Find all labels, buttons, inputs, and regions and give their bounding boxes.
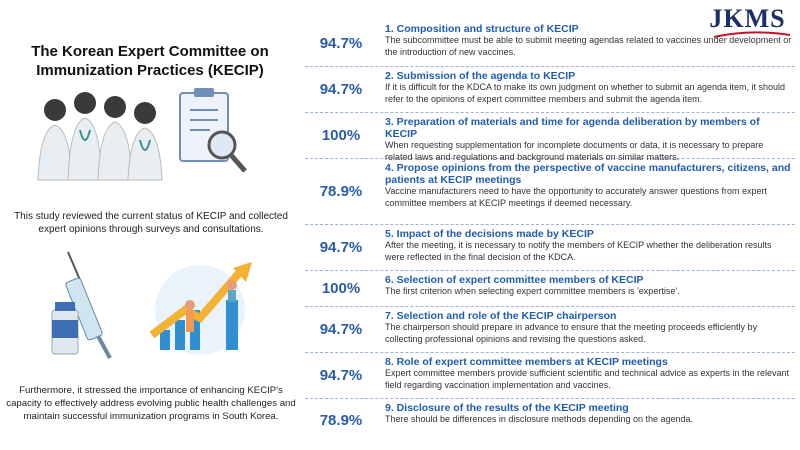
doctors-illustration <box>37 88 247 181</box>
agreement-percent: 94.7% <box>319 367 363 384</box>
finding-row: 100% 6. Selection of expert committee mem… <box>305 271 795 307</box>
finding-text: Expert committee members provide suffici… <box>385 368 790 390</box>
agreement-percent: 100% <box>321 280 361 297</box>
finding-text: After the meeting, it is necessary to no… <box>385 240 772 262</box>
finding-body: 6. Selection of expert committee members… <box>385 274 793 298</box>
finding-row: 94.7% 1. Composition and structure of KEC… <box>305 20 795 67</box>
agreement-percent: 94.7% <box>319 239 363 256</box>
finding-text: The subcommittee must be able to submit … <box>385 35 792 57</box>
finding-text: When requesting supplementation for inco… <box>385 140 764 162</box>
finding-row: 78.9% 4. Propose opinions from the perspe… <box>305 159 795 225</box>
finding-title: 7. Selection and role of the KECIP chair… <box>385 310 617 322</box>
finding-text: The first criterion when selecting exper… <box>385 286 680 296</box>
finding-row: 94.7% 2. Submission of the agenda to KECI… <box>305 67 795 113</box>
finding-body: 2. Submission of the agenda to KECIP If i… <box>385 70 793 105</box>
left-paragraph: This study reviewed the current status o… <box>14 211 288 235</box>
finding-row: 94.7% 7. Selection and role of the KECIP … <box>305 307 795 353</box>
finding-row: 94.7% 8. Role of expert committee members… <box>305 353 795 399</box>
left-paragraph: Furthermore, it stressed the importance … <box>6 385 296 422</box>
finding-row: 100% 3. Preparation of materials and time… <box>305 113 795 162</box>
finding-text: Vaccine manufacturers need to have the o… <box>385 186 768 208</box>
agreement-percent: 78.9% <box>319 183 363 200</box>
finding-row: 94.7% 5. Impact of the decisions made by … <box>305 225 795 271</box>
finding-body: 7. Selection and role of the KECIP chair… <box>385 310 793 345</box>
finding-body: 9. Disclosure of the results of the KECI… <box>385 402 793 426</box>
agreement-percent: 100% <box>321 127 361 144</box>
vaccine-illustration <box>51 251 252 359</box>
agreement-percent: 94.7% <box>319 321 363 338</box>
finding-text: If it is difficult for the KDCA to make … <box>385 82 786 104</box>
finding-title: 1. Composition and structure of KECIP <box>385 23 579 35</box>
finding-title: 2. Submission of the agenda to KECIP <box>385 70 576 82</box>
finding-title: 4. Propose opinions from the perspective… <box>385 162 791 186</box>
finding-body: 3. Preparation of materials and time for… <box>385 116 793 163</box>
finding-title: 9. Disclosure of the results of the KECI… <box>385 402 629 414</box>
finding-title: 8. Role of expert committee members at K… <box>385 356 668 368</box>
logo: JKMS <box>709 4 786 33</box>
agreement-percent: 94.7% <box>319 81 363 98</box>
finding-body: 1. Composition and structure of KECIP The… <box>385 23 793 58</box>
finding-body: 4. Propose opinions from the perspective… <box>385 162 793 209</box>
finding-text: There should be differences in disclosur… <box>385 414 694 424</box>
finding-body: 8. Role of expert committee members at K… <box>385 356 793 391</box>
finding-title: 5. Impact of the decisions made by KECIP <box>385 228 594 240</box>
finding-text: The chairperson should prepare in advanc… <box>385 322 758 344</box>
finding-title: 3. Preparation of materials and time for… <box>385 116 760 140</box>
agreement-percent: 78.9% <box>319 411 363 429</box>
finding-body: 5. Impact of the decisions made by KECIP… <box>385 228 793 263</box>
agreement-percent: 94.7% <box>319 34 363 52</box>
left-title: The Korean Expert Committee on Immunizat… <box>31 43 269 79</box>
finding-row: 78.9% 9. Disclosure of the results of the… <box>305 399 795 441</box>
logo-swoosh <box>713 31 791 38</box>
finding-title: 6. Selection of expert committee members… <box>385 274 644 286</box>
